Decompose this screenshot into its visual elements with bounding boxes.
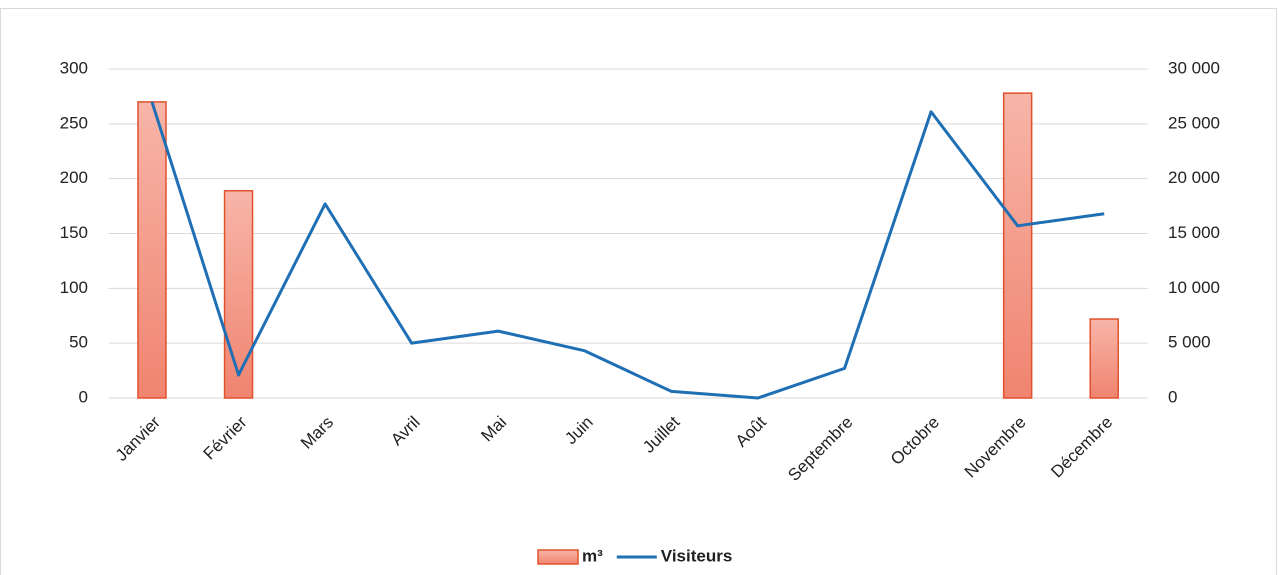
legend-swatch [537,549,579,565]
chart-frame [0,8,1277,575]
y-tick-label: 100 [60,278,88,297]
legend-label: Visiteurs [661,546,733,565]
line [150,101,1105,400]
bar [223,189,254,399]
y-tick-label: 0 [79,387,88,406]
y2-tick-label: 20 000 [1168,168,1220,187]
y-tick-label: 250 [60,113,88,132]
y2-tick-label: 5 000 [1168,333,1211,352]
y-tick-label: 200 [60,168,88,187]
bar [1089,318,1119,399]
y2-tick-label: 10 000 [1168,278,1220,297]
y2-tick-label: 25 000 [1168,113,1220,132]
y-tick-label: 50 [69,333,88,352]
y-tick-label: 300 [60,58,88,77]
bar [1002,92,1033,399]
bar [137,101,167,399]
y-tick-label: 150 [60,223,88,242]
y2-tick-label: 15 000 [1168,223,1220,242]
y2-tick-label: 0 [1168,387,1177,406]
y2-tick-label: 30 000 [1168,58,1220,77]
legend-label: m³ [582,546,603,565]
